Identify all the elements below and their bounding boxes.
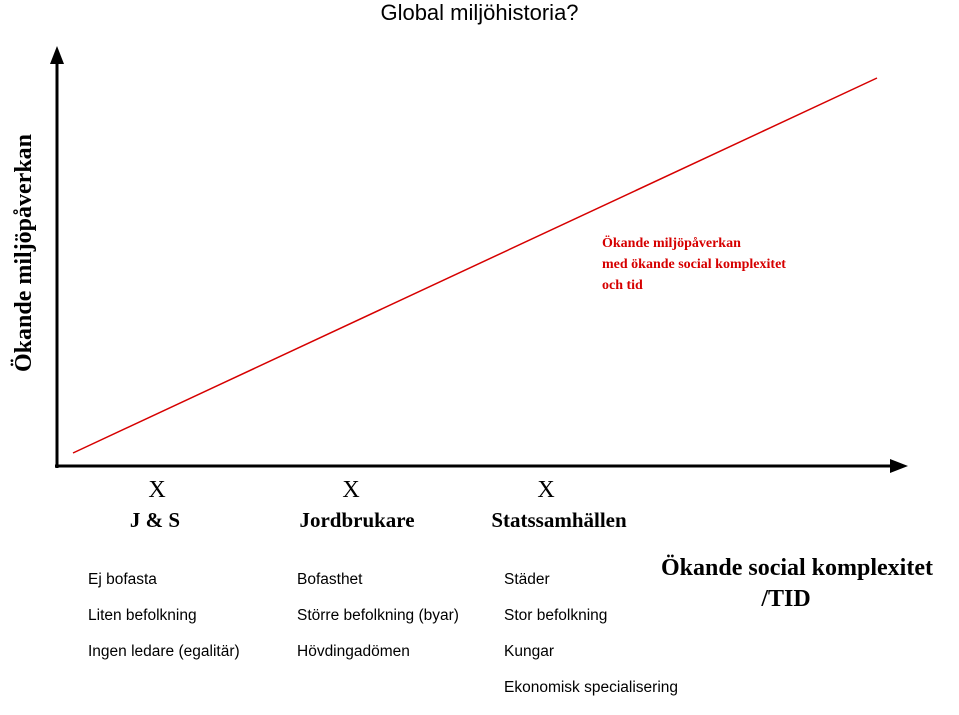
trend-line (72, 77, 878, 454)
stage-name-jordbrukare: Jordbrukare (299, 508, 414, 532)
stage-name-statssamhallen: Statssamhällen (491, 508, 627, 532)
column-farmers: Bofasthet Större befolkning (byar) Hövdi… (297, 571, 459, 679)
column-3-line-1: Städer (504, 571, 550, 588)
y-axis-title: Ökande miljöpåverkan (11, 134, 37, 372)
column-1-line-3: Ingen ledare (egalitär) (88, 643, 240, 660)
trend-note-line-2: med ökande social komplexitet (602, 257, 786, 272)
stage-marker-jordbrukare: X (342, 477, 359, 503)
column-3-line-4: Ekonomisk specialisering (504, 679, 679, 696)
column-states: Städer Stor befolkning Kungar Ekonomisk … (504, 571, 678, 715)
column-3-line-3: Kungar (504, 643, 554, 660)
x-axis-title-line-1: Ökande social komplexitet (661, 555, 933, 581)
trend-note-line-3: och tid (602, 278, 643, 293)
trend-note-line-1: Ökande miljöpåverkan (602, 234, 741, 251)
y-axis-arrow-icon (50, 46, 64, 64)
column-2-line-1: Bofasthet (297, 571, 363, 588)
column-1-line-2: Liten befolkning (88, 607, 197, 624)
page-title: Global miljöhistoria? (380, 0, 579, 25)
stage-name-js: J & S (130, 508, 180, 532)
column-2-line-3: Hövdingadömen (297, 643, 410, 660)
column-3-line-2: Stor befolkning (504, 607, 608, 624)
x-axis-arrow-icon (890, 459, 908, 473)
trend-note: Ökande miljöpåverkan med ökande social k… (602, 234, 790, 293)
column-1-line-1: Ej bofasta (88, 571, 157, 588)
stage-marker-js: X (148, 477, 165, 503)
column-2-line-2: Större befolkning (byar) (297, 607, 459, 624)
column-hunter-gatherers: Ej bofasta Liten befolkning Ingen ledare… (88, 571, 240, 679)
x-axis-title-line-2: /TID (760, 586, 810, 612)
stage-marker-statssamhallen: X (537, 477, 554, 503)
